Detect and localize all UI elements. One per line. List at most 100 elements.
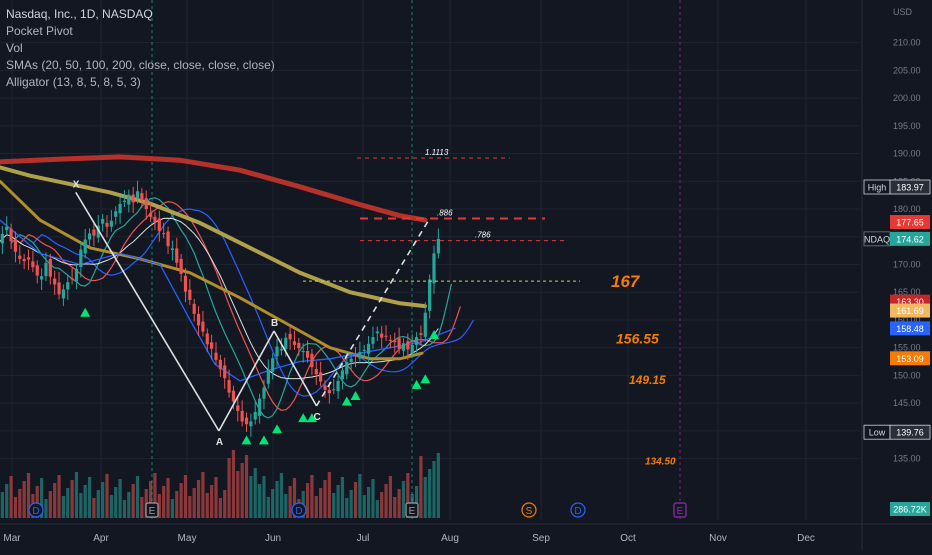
candle-body: [279, 348, 283, 351]
volume-bar: [135, 476, 140, 518]
earnings-marker[interactable]: [673, 502, 687, 518]
symbol-title[interactable]: Nasdaq, Inc., 1D, NASDAQ: [6, 7, 153, 21]
candle-body: [118, 204, 122, 214]
price-badge[interactable]: [889, 179, 931, 195]
legend-alligator[interactable]: Alligator (13, 8, 5, 8, 5, 3): [6, 75, 141, 89]
volume-bar: [253, 468, 257, 518]
candle-body: [380, 333, 384, 338]
legend-smas[interactable]: SMAs (20, 50, 100, 200, close, close, cl…: [6, 58, 275, 72]
candle-body: [70, 278, 74, 280]
volume-bar: [18, 489, 22, 518]
earnings-marker[interactable]: [405, 502, 419, 518]
candle-body: [196, 313, 201, 326]
candle-body: [327, 389, 331, 394]
candle-body: [74, 268, 79, 282]
candle-body: [22, 258, 26, 262]
price-badge[interactable]: [890, 215, 930, 230]
price-axis[interactable]: USD135.00140.00145.00150.00155.00160.001…: [861, 0, 932, 550]
earnings-marker[interactable]: [145, 502, 159, 518]
volume-badge[interactable]: [890, 502, 930, 516]
candle-body: [183, 275, 188, 292]
volume-bar: [227, 458, 231, 518]
volume-bar: [319, 488, 323, 518]
volume-bar: [258, 484, 262, 518]
y-tick-label: 145.00: [893, 398, 921, 408]
volume-bar: [292, 478, 297, 518]
volume-bar: [9, 476, 13, 518]
candle-body: [131, 194, 135, 203]
volume-bar: [61, 496, 65, 518]
volume-bar: [397, 489, 401, 518]
moving-averages: [0, 154, 474, 419]
alligator-lips-line: [10, 197, 452, 419]
candle-body: [210, 342, 214, 349]
y-tick-label: 180.00: [893, 204, 921, 214]
candle-body: [319, 372, 323, 382]
price-badge[interactable]: [890, 303, 930, 318]
volume-bar: [53, 483, 57, 518]
price-badge[interactable]: [889, 424, 931, 440]
candle-body: [5, 226, 9, 231]
price-badge[interactable]: [890, 231, 930, 246]
pocket-pivot-marker: [258, 435, 269, 445]
split-marker[interactable]: [521, 502, 537, 518]
wave-line: [315, 218, 431, 407]
volume-bar: [262, 476, 266, 518]
volume-bar: [423, 477, 427, 518]
candle-body: [258, 398, 262, 416]
legend-volume[interactable]: Vol: [6, 41, 23, 55]
volume-bar: [140, 497, 144, 518]
candle-body: [44, 262, 48, 277]
candle-body: [393, 340, 397, 343]
volume-bar: [83, 485, 87, 518]
dividend-marker[interactable]: [291, 502, 307, 518]
candle-body: [205, 333, 209, 345]
y-tick-label: 160.00: [893, 315, 921, 325]
time-axis[interactable]: Mar Apr May Jun Jul Aug Sep Oct Nov Dec: [0, 523, 932, 544]
candle-body: [166, 231, 170, 247]
sma50-line: [0, 179, 424, 361]
volume-bars: [0, 450, 440, 518]
candle-body: [48, 258, 52, 277]
price-badge-value: 139.76: [896, 428, 924, 438]
event-marker-label: D: [295, 506, 302, 517]
price-badge[interactable]: [890, 351, 930, 366]
x-tick-label: Nov: [709, 533, 727, 544]
y-tick-label: 150.00: [893, 370, 921, 380]
volume-bar: [406, 473, 410, 518]
candle-body: [66, 282, 70, 290]
volume-bar: [192, 488, 196, 518]
candle-body: [397, 338, 401, 349]
y-tick-label: 165.00: [893, 287, 921, 297]
dividend-marker[interactable]: [570, 502, 586, 518]
event-marker-label: E: [149, 506, 156, 517]
candle-body: [349, 358, 353, 363]
price-badge[interactable]: [890, 321, 930, 336]
volume-bar: [332, 493, 336, 518]
x-tick-label: Mar: [3, 533, 21, 544]
pocket-pivot-marker: [411, 379, 422, 389]
volume-bar: [44, 499, 48, 518]
dividend-marker[interactable]: [28, 502, 44, 518]
volume-bar: [336, 485, 340, 518]
candle-body: [162, 233, 166, 235]
volume-bar: [131, 484, 135, 518]
sma-line: [0, 219, 456, 382]
volume-bar: [162, 486, 166, 518]
grid: [0, 0, 860, 520]
volume-bar: [210, 485, 214, 518]
volume-bar: [218, 498, 222, 518]
candle-body: [149, 212, 153, 217]
volume-bar: [362, 495, 366, 518]
volume-bar: [305, 483, 310, 518]
pocket-pivot-marker: [420, 374, 431, 384]
volume-bar: [436, 453, 440, 518]
volume-bar: [114, 487, 118, 518]
legend-pocket-pivot[interactable]: Pocket Pivot: [6, 24, 73, 38]
volume-bar: [279, 473, 283, 518]
fib-level-label: .886: [437, 208, 453, 217]
volume-bar: [432, 461, 436, 518]
event-marker-label: S: [526, 506, 533, 517]
